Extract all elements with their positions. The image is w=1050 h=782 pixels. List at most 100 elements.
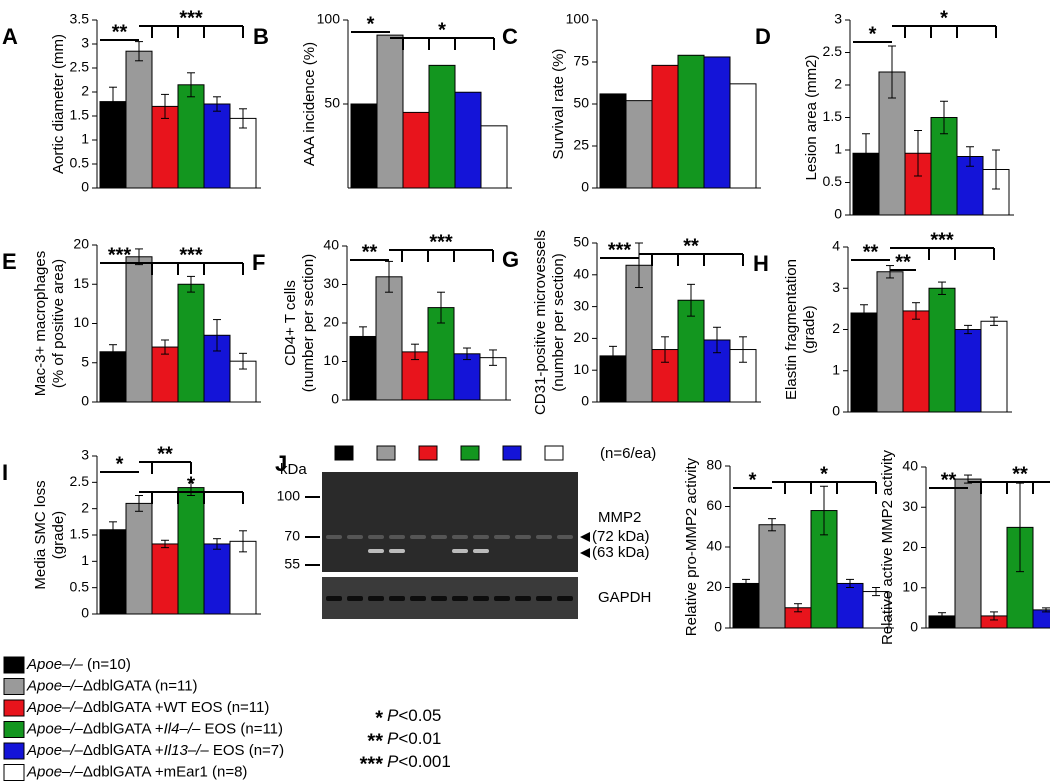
y-tick-label: 1.5	[70, 107, 90, 123]
lane-key	[376, 445, 396, 461]
panel-letter: F	[252, 250, 265, 275]
significance: ***	[179, 244, 203, 266]
bar	[599, 93, 627, 189]
error-bar	[161, 539, 169, 549]
panel-letter: I	[2, 460, 8, 485]
bar	[625, 100, 653, 189]
significance: *	[367, 13, 375, 35]
y-tick-label: 2.5	[70, 473, 90, 489]
band	[389, 596, 405, 601]
panel-letter: C	[502, 24, 518, 49]
y-axis-label: AAA incidence (%)	[301, 42, 318, 166]
bar	[349, 335, 377, 401]
y-tick-label: 0	[81, 179, 89, 195]
band	[326, 535, 342, 539]
significance: *	[438, 19, 446, 41]
y-tick-label: 0	[581, 179, 589, 195]
bar	[177, 84, 205, 189]
band	[536, 535, 552, 539]
y-tick-label: 40	[706, 538, 722, 554]
y-axis-label: Aortic diameter (mm)	[50, 34, 67, 174]
legend-text: ΔdblGATA +WT EOS (n=11)	[83, 699, 269, 716]
lane-key	[502, 445, 522, 461]
error-bar	[860, 304, 868, 322]
bar	[954, 329, 982, 413]
error-bar	[713, 326, 721, 354]
bar	[902, 310, 930, 413]
band-label: (63 kDa)	[592, 544, 650, 561]
bar	[177, 283, 205, 403]
band	[557, 535, 573, 539]
error-bar	[990, 316, 998, 326]
y-tick-label: 30	[902, 498, 918, 514]
y-tick-label: 0.5	[70, 155, 90, 171]
y-tick-label: 5	[81, 353, 89, 369]
lane-key	[334, 445, 354, 461]
band	[347, 535, 363, 539]
blot-gapdh	[322, 577, 578, 619]
y-tick-label: 40	[573, 266, 589, 282]
blot	[322, 472, 578, 572]
error-bar	[135, 41, 143, 62]
y-tick-label: 100	[566, 11, 590, 27]
bar	[677, 54, 705, 189]
bar	[229, 540, 257, 615]
error-bar	[437, 291, 445, 324]
error-bar	[463, 347, 471, 361]
error-bar	[872, 587, 880, 597]
band	[368, 549, 384, 553]
band	[326, 596, 342, 601]
y-axis-label: Mac-3+ macrophages	[32, 251, 49, 397]
legend-label: Apoe–/–ΔdblGATA +Il13–/– EOS (n=7)	[26, 742, 284, 759]
error-bar	[820, 485, 828, 536]
band	[410, 596, 426, 601]
panel-letter: B	[253, 24, 269, 49]
error-bar	[739, 336, 747, 363]
bar	[651, 64, 679, 189]
y-tick-label: 1	[834, 141, 842, 157]
y-tick-label: 50	[573, 95, 589, 111]
bar	[732, 582, 760, 629]
legend-text: Apoe–/–	[26, 677, 84, 694]
y-tick-label: 0	[714, 619, 722, 635]
y-tick-label: 80	[706, 457, 722, 473]
key-text: <0.01	[398, 729, 441, 748]
band	[389, 535, 405, 539]
significance: ***	[608, 239, 632, 261]
legend-label: Apoe–/–ΔdblGATA +Il4–/– EOS (n=11)	[26, 720, 283, 737]
y-axis-label: Elastin fragmentation	[783, 259, 800, 400]
error-bar	[161, 93, 169, 119]
error-bar	[914, 130, 922, 177]
significance: ***	[108, 244, 132, 266]
y-tick-label: 3	[832, 279, 840, 295]
loading-label: GAPDH	[598, 589, 651, 606]
bar	[928, 287, 956, 413]
y-axis-label: (number per section)	[550, 253, 567, 391]
lane-key	[460, 445, 480, 461]
y-tick-label: 0	[910, 619, 918, 635]
y-axis-label: Relative active MMP2 activity	[879, 449, 896, 645]
key-stars: **	[367, 730, 383, 752]
legend-text: ΔdblGATA +	[83, 720, 164, 737]
y-tick-label: 1.5	[70, 526, 90, 542]
band	[452, 596, 468, 601]
error-bar	[239, 530, 247, 553]
bar	[203, 103, 231, 189]
y-tick-label: 40	[323, 237, 339, 253]
bar	[954, 478, 982, 629]
bar	[1032, 609, 1050, 629]
band	[536, 596, 552, 601]
significance: ***	[429, 231, 453, 253]
legend-text: ΔdblGATA +	[83, 742, 164, 759]
key-p: P	[387, 729, 399, 748]
error-bar	[888, 45, 896, 99]
y-tick-label: 4	[832, 238, 840, 254]
bar	[376, 34, 404, 189]
y-tick-label: 0	[832, 403, 840, 419]
bar	[375, 276, 403, 401]
legend-label: Apoe–/– (n=10)	[26, 656, 131, 673]
y-axis-label: (grade)	[50, 511, 67, 559]
significance: *	[187, 473, 195, 495]
error-bar	[187, 275, 195, 293]
band	[431, 596, 447, 601]
